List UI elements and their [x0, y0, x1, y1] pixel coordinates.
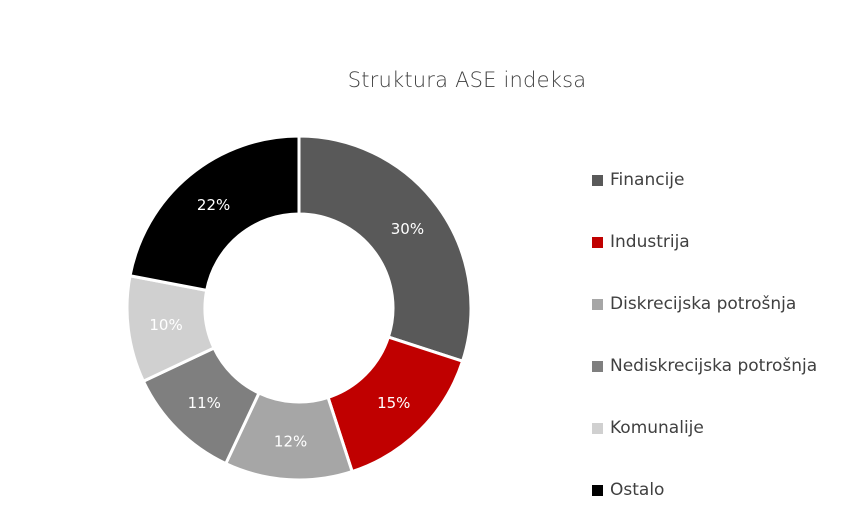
slice-label-industrija: 15%: [377, 394, 410, 412]
legend-label: Komunalije: [610, 418, 704, 438]
legend-item-nediskrecijska-potro-nja: Nediskrecijska potrošnja: [592, 352, 817, 380]
slice-label-komunalije: 10%: [149, 316, 182, 334]
slice-financije: [297, 134, 473, 364]
legend-item-industrija: Industrija: [592, 228, 690, 256]
legend-swatch: [592, 236, 603, 248]
legend-label: Ostalo: [610, 480, 665, 500]
slice-label-diskrecijska-potro-nja: 12%: [274, 433, 307, 451]
slice-label-nediskrecijska-potro-nja: 11%: [188, 394, 221, 412]
legend-label: Industrija: [610, 232, 690, 252]
slice-ostalo: [128, 134, 301, 293]
chart-title: Struktura ASE indeksa: [347, 68, 587, 92]
donut-slice-labels: 30% 15% 12% 11% 10% 22%: [149, 196, 424, 451]
legend-swatch: [592, 174, 603, 186]
donut-chart: 30% 15% 12% 11% 10% 22%: [125, 134, 473, 482]
legend-label: Nediskrecijska potrošnja: [610, 356, 818, 376]
donut-slices: [125, 134, 473, 482]
legend-item-komunalije: Komunalije: [592, 414, 704, 442]
legend-item-diskrecijska-potro-nja: Diskrecijska potrošnja: [592, 290, 796, 318]
slice-label-financije: 30%: [391, 220, 424, 238]
legend-swatch: [592, 484, 603, 496]
legend-label: Financije: [610, 170, 685, 190]
legend-item-ostalo: Ostalo: [592, 476, 664, 504]
legend-item-financije: Financije: [592, 166, 684, 194]
legend-swatch: [592, 360, 603, 372]
legend-swatch: [592, 422, 603, 434]
slice-label-ostalo: 22%: [197, 196, 230, 214]
legend-swatch: [592, 298, 603, 310]
legend-label: Diskrecijska potrošnja: [610, 294, 797, 314]
